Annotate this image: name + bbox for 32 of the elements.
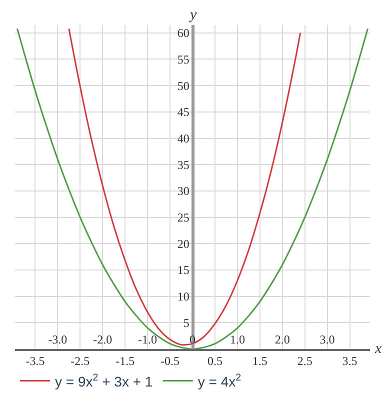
y-tick-label: 50 [177,78,190,93]
y-tick-label: 40 [177,131,190,146]
x2-tick-label: 3.0 [320,332,335,347]
x-tick-label: -1.5 [116,354,135,368]
line-series [68,28,302,346]
legend-label: y = 9x$^{2}$ + 3x + 1 [55,372,153,390]
y-tick-label: 15 [177,263,190,278]
x2-tick-label: 2.0 [274,332,290,347]
x-tick-label: 1.5 [252,354,268,368]
line-series [16,28,368,349]
x-tick-label: -0.5 [160,354,180,368]
x2-tick-label: -3.0 [48,332,68,347]
x2-tick-label: 1.0 [230,332,245,347]
y-tick-label: 30 [177,184,190,198]
x2-tick-label: -2.0 [93,332,112,347]
x-tick-label: -2.5 [70,354,90,368]
y-tick-label: 60 [177,26,190,40]
y-tick-label: 10 [177,290,190,304]
y-tick-label: 55 [177,52,190,66]
y-tick-label: 25 [177,210,190,224]
x-tick-label: 0.5 [207,354,222,368]
x-tick-label: -3.5 [26,354,45,368]
y-tick-label: 20 [177,236,190,251]
y-tick-label: 5 [183,316,190,330]
x2-tick-label: -1.0 [138,332,158,347]
x-tick-label: 3.5 [342,354,358,368]
x-axis-title: x [374,341,382,357]
y-tick-label: 35 [177,158,190,172]
legend-label: y = 4x$^{2}$ [198,372,242,390]
y-tick-label: 45 [177,105,190,120]
x-tick-label: 2.5 [297,354,312,368]
y-axis-title: y [188,7,197,23]
